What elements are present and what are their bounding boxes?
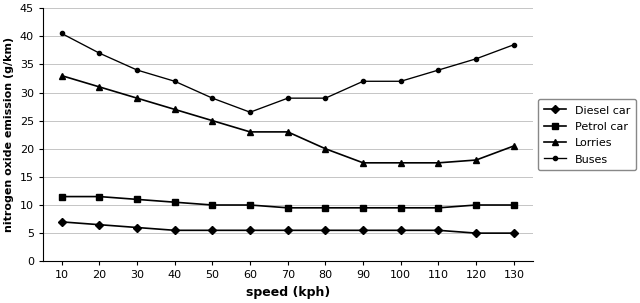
Diesel car (472, 231, 480, 235)
Petrol car (95, 195, 103, 198)
Buses (322, 96, 330, 100)
Lorries (171, 108, 179, 111)
Buses (58, 32, 65, 35)
Diesel car (435, 228, 442, 232)
Petrol car (397, 206, 404, 210)
Petrol car (510, 203, 518, 207)
Diesel car (359, 228, 367, 232)
Diesel car (95, 223, 103, 227)
Petrol car (133, 198, 141, 201)
Lorries (133, 96, 141, 100)
Diesel car (322, 228, 330, 232)
Lorries (472, 158, 480, 162)
Lorries (284, 130, 292, 134)
Lorries (359, 161, 367, 165)
Diesel car (209, 228, 216, 232)
Petrol car (171, 200, 179, 204)
Buses (246, 110, 254, 114)
Diesel car (510, 231, 518, 235)
Petrol car (359, 206, 367, 210)
Petrol car (246, 203, 254, 207)
Legend: Diesel car, Petrol car, Lorries, Buses: Diesel car, Petrol car, Lorries, Buses (538, 99, 636, 170)
Diesel car (133, 226, 141, 229)
Line: Petrol car: Petrol car (59, 194, 516, 211)
Line: Diesel car: Diesel car (59, 219, 516, 236)
Buses (171, 79, 179, 83)
Petrol car (284, 206, 292, 210)
Y-axis label: nitrogen oxide emission (g/km): nitrogen oxide emission (g/km) (4, 37, 14, 232)
Buses (510, 43, 518, 47)
Lorries (510, 144, 518, 148)
Buses (209, 96, 216, 100)
Lorries (95, 85, 103, 89)
Buses (359, 79, 367, 83)
Buses (95, 51, 103, 55)
Petrol car (472, 203, 480, 207)
Lorries (397, 161, 404, 165)
Diesel car (397, 228, 404, 232)
Buses (435, 68, 442, 72)
Lorries (322, 147, 330, 151)
Diesel car (246, 228, 254, 232)
Diesel car (171, 228, 179, 232)
Petrol car (435, 206, 442, 210)
Diesel car (284, 228, 292, 232)
Lorries (246, 130, 254, 134)
Lorries (209, 119, 216, 122)
Lorries (58, 74, 65, 78)
Buses (284, 96, 292, 100)
Petrol car (209, 203, 216, 207)
Lorries (435, 161, 442, 165)
Buses (133, 68, 141, 72)
Buses (397, 79, 404, 83)
Buses (472, 57, 480, 61)
Line: Lorries: Lorries (58, 72, 517, 166)
Petrol car (58, 195, 65, 198)
Line: Buses: Buses (60, 32, 516, 114)
X-axis label: speed (kph): speed (kph) (246, 286, 330, 299)
Diesel car (58, 220, 65, 224)
Petrol car (322, 206, 330, 210)
